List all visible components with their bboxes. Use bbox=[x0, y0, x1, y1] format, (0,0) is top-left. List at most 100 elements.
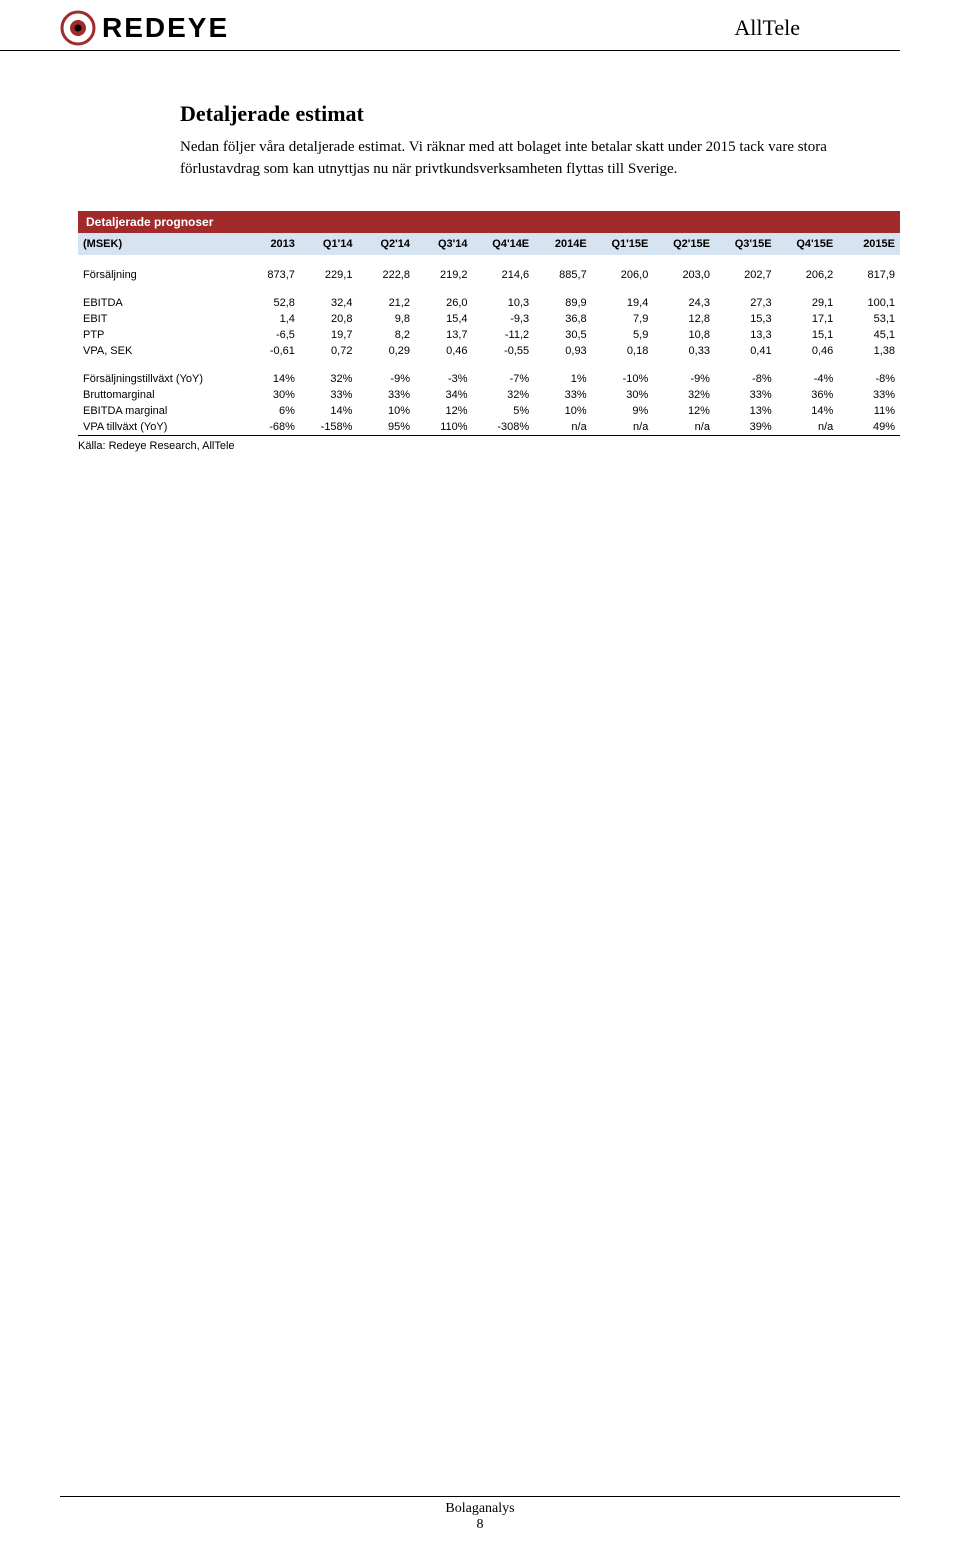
table-cell: 0,41 bbox=[715, 343, 777, 359]
table-cell: 10,8 bbox=[653, 327, 715, 343]
table-source: Källa: Redeye Research, AllTele bbox=[78, 435, 900, 452]
table-cell: 12% bbox=[415, 403, 473, 419]
table-row: EBIT1,420,89,815,4-9,336,87,912,815,317,… bbox=[78, 311, 900, 327]
page-footer: Bolaganalys 8 bbox=[60, 1496, 900, 1533]
table-cell: -158% bbox=[300, 419, 358, 435]
table-row: Försäljningstillväxt (YoY)14%32%-9%-3%-7… bbox=[78, 371, 900, 387]
table-cell: 12% bbox=[653, 403, 715, 419]
table-cell: 0,29 bbox=[357, 343, 415, 359]
table-cell: 0,33 bbox=[653, 343, 715, 359]
table-cell: 30,5 bbox=[534, 327, 592, 343]
footer-page: 8 bbox=[60, 1517, 900, 1533]
table-cell: 13,7 bbox=[415, 327, 473, 343]
table-cell: 15,4 bbox=[415, 311, 473, 327]
col-header: 2015E bbox=[838, 233, 900, 255]
table-cell: 0,46 bbox=[777, 343, 839, 359]
table-cell: 20,8 bbox=[300, 311, 358, 327]
table-head: (MSEK)2013Q1'14Q2'14Q3'14Q4'14E2014EQ1'1… bbox=[78, 233, 900, 255]
table-cell: 33% bbox=[300, 387, 358, 403]
table-cell: 885,7 bbox=[534, 267, 592, 283]
table-cell: 32% bbox=[300, 371, 358, 387]
table-cell: 19,7 bbox=[300, 327, 358, 343]
table-cell: -11,2 bbox=[473, 327, 535, 343]
table-cell: 7,9 bbox=[592, 311, 654, 327]
table-cell: EBITDA bbox=[78, 295, 242, 311]
table-cell: 30% bbox=[592, 387, 654, 403]
table-cell: 8,2 bbox=[357, 327, 415, 343]
col-header: Q2'15E bbox=[653, 233, 715, 255]
table-cell: 36% bbox=[777, 387, 839, 403]
col-header: Q4'15E bbox=[777, 233, 839, 255]
table-row: VPA tillväxt (YoY)-68%-158%95%110%-308%n… bbox=[78, 419, 900, 435]
table-cell: -8% bbox=[715, 371, 777, 387]
table-cell: 10% bbox=[534, 403, 592, 419]
table-cell: 32% bbox=[653, 387, 715, 403]
table-cell: 1,38 bbox=[838, 343, 900, 359]
table-cell: 873,7 bbox=[242, 267, 300, 283]
table-cell: 14% bbox=[300, 403, 358, 419]
content-area: Detaljerade estimat Nedan följer våra de… bbox=[0, 51, 960, 181]
table-cell: 33% bbox=[715, 387, 777, 403]
table-row: VPA, SEK-0,610,720,290,46-0,550,930,180,… bbox=[78, 343, 900, 359]
table-row: EBITDA marginal6%14%10%12%5%10%9%12%13%1… bbox=[78, 403, 900, 419]
table-cell: 202,7 bbox=[715, 267, 777, 283]
table-cell: 214,6 bbox=[473, 267, 535, 283]
table-cell: 9% bbox=[592, 403, 654, 419]
table-cell: PTP bbox=[78, 327, 242, 343]
table-cell: -0,55 bbox=[473, 343, 535, 359]
col-header: Q3'14 bbox=[415, 233, 473, 255]
body-text: Nedan följer våra detaljerade estimat. V… bbox=[180, 137, 860, 181]
table-cell: 33% bbox=[357, 387, 415, 403]
table-cell: 34% bbox=[415, 387, 473, 403]
table-cell: 206,2 bbox=[777, 267, 839, 283]
table-cell: 15,3 bbox=[715, 311, 777, 327]
logo-text: REDEYE bbox=[102, 12, 229, 44]
table-cell: -0,61 bbox=[242, 343, 300, 359]
col-header: 2013 bbox=[242, 233, 300, 255]
spacer-row bbox=[78, 359, 900, 371]
col-header: Q1'15E bbox=[592, 233, 654, 255]
table-cell: 6% bbox=[242, 403, 300, 419]
table-cell: 10% bbox=[357, 403, 415, 419]
table-cell: 17,1 bbox=[777, 311, 839, 327]
table-cell: 5,9 bbox=[592, 327, 654, 343]
table-cell: 45,1 bbox=[838, 327, 900, 343]
table-cell: 203,0 bbox=[653, 267, 715, 283]
table-cell: 15,1 bbox=[777, 327, 839, 343]
table-cell: 0,18 bbox=[592, 343, 654, 359]
table-cell: -10% bbox=[592, 371, 654, 387]
table-cell: 11% bbox=[838, 403, 900, 419]
spacer-row bbox=[78, 255, 900, 267]
table-cell: -9% bbox=[357, 371, 415, 387]
table-cell: 206,0 bbox=[592, 267, 654, 283]
forecast-table: (MSEK)2013Q1'14Q2'14Q3'14Q4'14E2014EQ1'1… bbox=[78, 233, 900, 435]
table-cell: n/a bbox=[592, 419, 654, 435]
table-cell: 0,46 bbox=[415, 343, 473, 359]
table-cell: -9,3 bbox=[473, 311, 535, 327]
table-cell: -6,5 bbox=[242, 327, 300, 343]
table-cell: n/a bbox=[534, 419, 592, 435]
forecast-table-wrap: Detaljerade prognoser (MSEK)2013Q1'14Q2'… bbox=[78, 211, 900, 435]
table-cell: 27,3 bbox=[715, 295, 777, 311]
table-cell: 36,8 bbox=[534, 311, 592, 327]
table-header-row: (MSEK)2013Q1'14Q2'14Q3'14Q4'14E2014EQ1'1… bbox=[78, 233, 900, 255]
table-cell: 12,8 bbox=[653, 311, 715, 327]
table-cell: 110% bbox=[415, 419, 473, 435]
col-header: Q4'14E bbox=[473, 233, 535, 255]
table-cell: -308% bbox=[473, 419, 535, 435]
col-header: (MSEK) bbox=[78, 233, 242, 255]
page-header: REDEYE AllTele bbox=[0, 0, 900, 51]
company-name: AllTele bbox=[734, 15, 800, 41]
table-cell: 13,3 bbox=[715, 327, 777, 343]
table-cell: 0,93 bbox=[534, 343, 592, 359]
col-header: Q3'15E bbox=[715, 233, 777, 255]
table-body: Försäljning873,7229,1222,8219,2214,6885,… bbox=[78, 255, 900, 435]
table-cell: 49% bbox=[838, 419, 900, 435]
table-cell: 32% bbox=[473, 387, 535, 403]
table-cell: -8% bbox=[838, 371, 900, 387]
table-row: Försäljning873,7229,1222,8219,2214,6885,… bbox=[78, 267, 900, 283]
col-header: 2014E bbox=[534, 233, 592, 255]
table-cell: 32,4 bbox=[300, 295, 358, 311]
table-cell: n/a bbox=[653, 419, 715, 435]
table-cell: 9,8 bbox=[357, 311, 415, 327]
